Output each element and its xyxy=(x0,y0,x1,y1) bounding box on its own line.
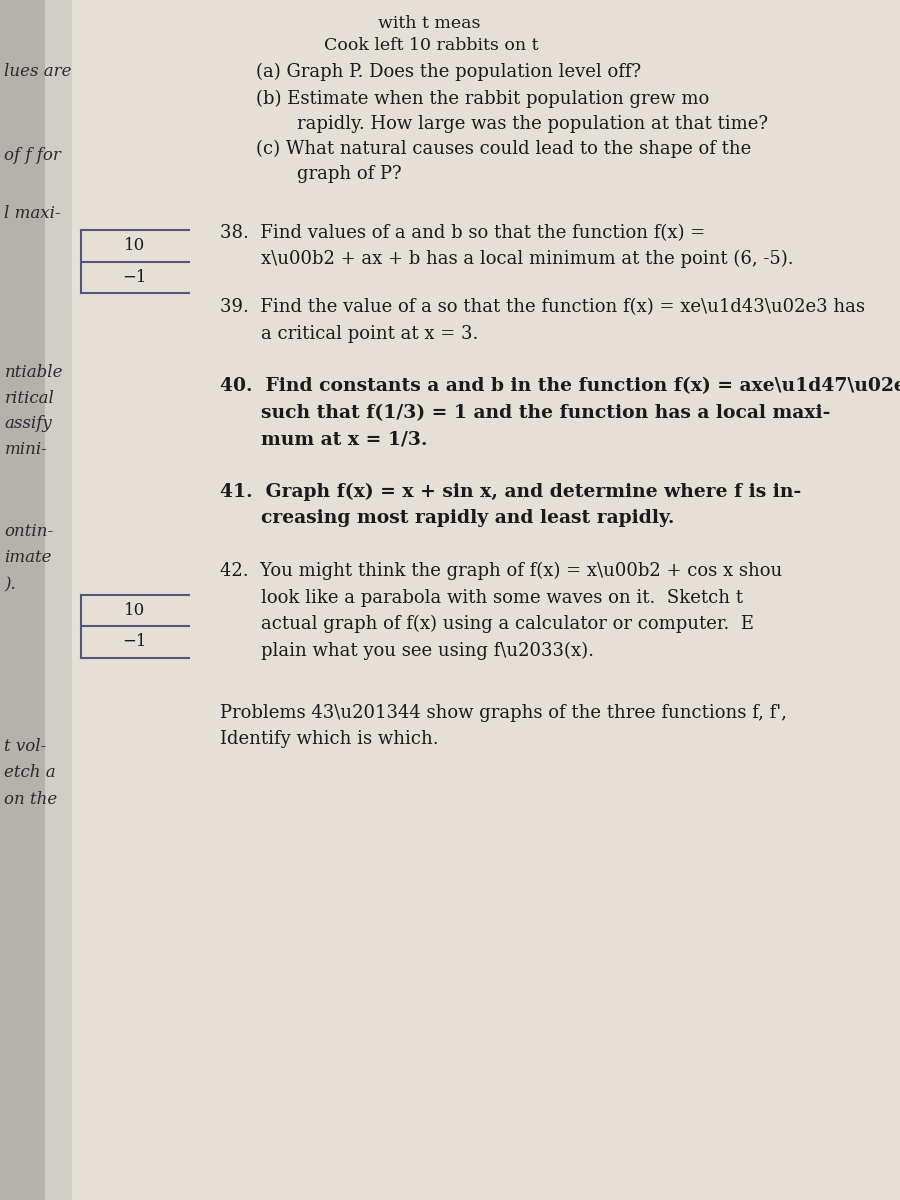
Text: lues are: lues are xyxy=(4,64,72,80)
Text: 42.  You might think the graph of f(x) = x\u00b2 + cos x shou: 42. You might think the graph of f(x) = … xyxy=(220,562,783,581)
Bar xyxy=(0,0,72,1200)
Text: actual graph of f(x) using a calculator or computer.  E: actual graph of f(x) using a calculator … xyxy=(261,614,754,634)
Text: 41.  Graph f(x) = x + sin x, and determine where f is in-: 41. Graph f(x) = x + sin x, and determin… xyxy=(220,482,802,502)
Text: a critical point at x = 3.: a critical point at x = 3. xyxy=(261,324,479,343)
Text: −1: −1 xyxy=(122,634,148,650)
Text: Problems 43\u201344 show graphs of the three functions f, f',: Problems 43\u201344 show graphs of the t… xyxy=(220,703,788,721)
Text: such that f(1/3) = 1 and the function has a local maxi-: such that f(1/3) = 1 and the function ha… xyxy=(261,403,831,421)
Text: rapidly. How large was the population at that time?: rapidly. How large was the population at… xyxy=(297,114,768,132)
Text: look like a parabola with some waves on it.  Sketch t: look like a parabola with some waves on … xyxy=(261,588,743,607)
Text: 38.  Find values of a and b so that the function f(x) =: 38. Find values of a and b so that the f… xyxy=(220,223,706,241)
Text: (b) Estimate when the rabbit population grew mo: (b) Estimate when the rabbit population … xyxy=(256,89,710,108)
Text: mum at x = 1/3.: mum at x = 1/3. xyxy=(261,431,428,448)
Text: graph of P?: graph of P? xyxy=(297,164,401,182)
Text: 40.  Find constants a and b in the function f(x) = axe\u1d47\u02e3: 40. Find constants a and b in the functi… xyxy=(220,377,900,395)
Text: Cook left 10 rabbits on t: Cook left 10 rabbits on t xyxy=(324,37,538,54)
Text: (c) What natural causes could lead to the shape of the: (c) What natural causes could lead to th… xyxy=(256,139,752,158)
Text: plain what you see using f\u2033(x).: plain what you see using f\u2033(x). xyxy=(261,641,594,660)
Text: ntiable: ntiable xyxy=(4,364,63,380)
Text: ontin-: ontin- xyxy=(4,523,54,540)
Text: etch a: etch a xyxy=(4,764,56,781)
Text: imate: imate xyxy=(4,550,52,566)
Text: ritical: ritical xyxy=(4,390,54,407)
Text: on the: on the xyxy=(4,791,58,808)
Text: (a) Graph P. Does the population level off?: (a) Graph P. Does the population level o… xyxy=(256,62,642,82)
Text: mini-: mini- xyxy=(4,442,48,458)
Text: l maxi-: l maxi- xyxy=(4,205,61,222)
Text: with t meas: with t meas xyxy=(378,16,481,32)
Text: Identify which is which.: Identify which is which. xyxy=(220,730,439,749)
Text: 39.  Find the value of a so that the function f(x) = xe\u1d43\u02e3 has: 39. Find the value of a so that the func… xyxy=(220,298,866,316)
Text: creasing most rapidly and least rapidly.: creasing most rapidly and least rapidly. xyxy=(261,509,674,528)
Text: 10: 10 xyxy=(124,238,146,254)
Text: ).: ). xyxy=(4,576,16,593)
Text: assify: assify xyxy=(4,415,52,432)
Text: t vol-: t vol- xyxy=(4,738,47,755)
Text: −1: −1 xyxy=(122,269,148,286)
Text: x\u00b2 + ax + b has a local minimum at the point (6, -5).: x\u00b2 + ax + b has a local minimum at … xyxy=(261,250,794,269)
Text: 10: 10 xyxy=(124,602,146,619)
Text: of f for: of f for xyxy=(4,148,61,164)
